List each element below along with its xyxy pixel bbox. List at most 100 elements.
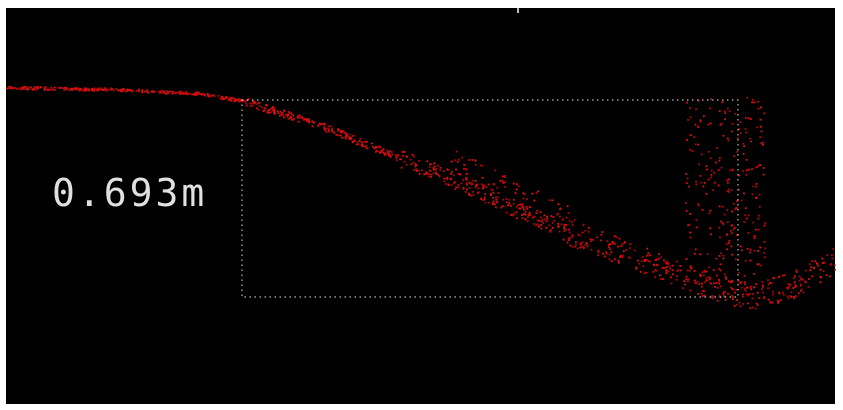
- point: [736, 207, 738, 209]
- point: [646, 248, 648, 250]
- point: [410, 159, 412, 161]
- point: [731, 254, 733, 256]
- point: [690, 265, 692, 267]
- point: [35, 89, 37, 91]
- point: [435, 172, 437, 174]
- point: [485, 202, 487, 204]
- point: [484, 193, 486, 195]
- point: [527, 221, 529, 223]
- point: [151, 91, 153, 93]
- point: [237, 100, 239, 102]
- point: [741, 287, 743, 289]
- point: [379, 146, 381, 148]
- point: [752, 186, 754, 188]
- point: [721, 101, 723, 103]
- point: [699, 253, 701, 255]
- point: [455, 169, 457, 171]
- point: [788, 297, 790, 299]
- point: [708, 276, 710, 278]
- point: [552, 227, 554, 229]
- point: [272, 108, 274, 110]
- point: [685, 173, 687, 175]
- point: [756, 197, 758, 199]
- point: [75, 89, 77, 91]
- point: [733, 203, 735, 205]
- point: [612, 243, 614, 245]
- point: [54, 89, 56, 91]
- point: [19, 88, 21, 90]
- point: [676, 279, 678, 281]
- point: [558, 225, 560, 227]
- point: [704, 182, 706, 184]
- point: [293, 118, 295, 120]
- point: [341, 137, 343, 139]
- point: [713, 295, 715, 297]
- point: [531, 193, 533, 195]
- point: [234, 100, 236, 102]
- point: [718, 279, 720, 281]
- point: [559, 231, 561, 233]
- point: [783, 294, 785, 296]
- point: [443, 170, 445, 172]
- point: [709, 108, 711, 110]
- point: [826, 254, 828, 256]
- point: [658, 253, 660, 255]
- point: [819, 269, 821, 271]
- point: [780, 299, 782, 301]
- point: [620, 245, 622, 247]
- point: [433, 167, 435, 169]
- point: [527, 206, 529, 208]
- point: [527, 216, 529, 218]
- point: [590, 241, 592, 243]
- point: [660, 278, 662, 280]
- point: [686, 182, 688, 184]
- point: [13, 87, 15, 89]
- point: [520, 204, 522, 206]
- point: [761, 288, 763, 290]
- point: [461, 157, 463, 159]
- point: [283, 117, 285, 119]
- point: [468, 194, 470, 196]
- point: [821, 258, 823, 260]
- point: [782, 275, 784, 277]
- point: [662, 278, 664, 280]
- point: [832, 258, 834, 260]
- point: [478, 192, 480, 194]
- point: [733, 155, 735, 157]
- point: [727, 293, 729, 295]
- point: [28, 87, 30, 89]
- point: [697, 281, 699, 283]
- point: [474, 159, 476, 161]
- point: [757, 264, 759, 266]
- point: [337, 134, 339, 136]
- point: [660, 256, 662, 258]
- point: [412, 162, 414, 164]
- point: [704, 281, 706, 283]
- point: [454, 188, 456, 190]
- point: [769, 302, 771, 304]
- point: [782, 292, 784, 294]
- point: [605, 253, 607, 255]
- point: [574, 219, 576, 221]
- point: [724, 274, 726, 276]
- point: [728, 189, 730, 191]
- point: [490, 193, 492, 195]
- point: [732, 123, 734, 125]
- point: [793, 296, 795, 298]
- point: [535, 212, 537, 214]
- point: [727, 221, 729, 223]
- point: [702, 209, 704, 211]
- point: [615, 236, 617, 238]
- point: [493, 183, 495, 185]
- point: [793, 277, 795, 279]
- point: [525, 214, 527, 216]
- point: [751, 168, 753, 170]
- point: [718, 283, 720, 285]
- point: [738, 272, 740, 274]
- point: [762, 284, 764, 286]
- point: [725, 278, 727, 280]
- point: [268, 109, 270, 111]
- point: [574, 246, 576, 248]
- point: [686, 210, 688, 212]
- point: [552, 222, 554, 224]
